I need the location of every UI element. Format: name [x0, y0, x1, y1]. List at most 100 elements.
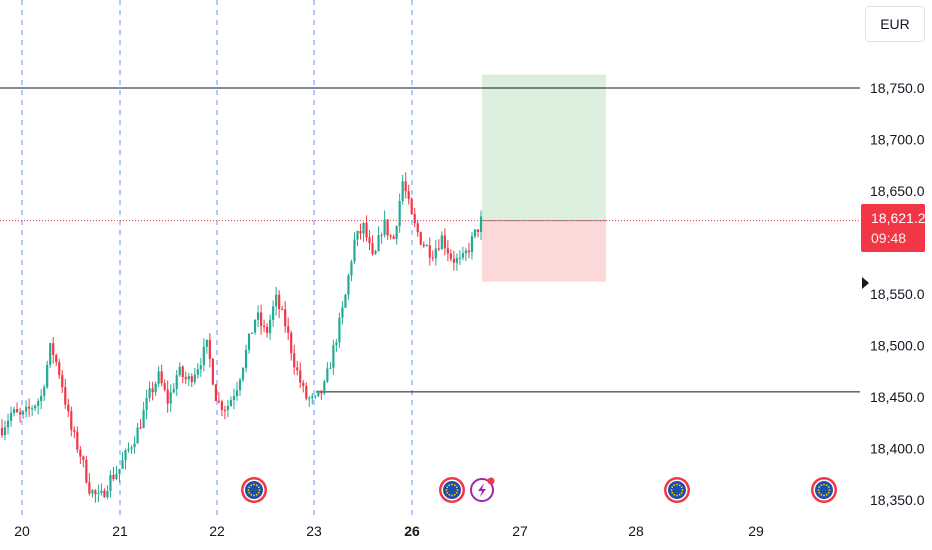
candle — [25, 400, 28, 418]
candle-body — [145, 397, 148, 411]
candle-body — [124, 450, 127, 461]
candle — [193, 367, 196, 385]
candle-body — [103, 490, 106, 498]
candle — [55, 353, 58, 366]
currency-selector[interactable]: EUR — [865, 6, 925, 42]
candle-body — [97, 493, 100, 495]
candle-body — [58, 362, 61, 376]
eu-flag-icon[interactable] — [241, 477, 267, 503]
candle-body — [410, 198, 413, 214]
candle — [262, 319, 266, 333]
candle-body — [368, 237, 371, 244]
eu-flag-star — [448, 484, 451, 487]
candle-body — [326, 368, 329, 382]
candle-body — [28, 406, 31, 409]
candle — [247, 333, 251, 354]
candle-body — [431, 257, 434, 259]
candle-body — [160, 371, 163, 384]
candle-body — [446, 248, 449, 254]
candle — [344, 293, 347, 308]
candle — [413, 207, 416, 228]
candle-body — [389, 235, 392, 237]
candle-body — [163, 383, 166, 390]
candle-body — [205, 339, 208, 347]
x-tick-label: 23 — [306, 523, 322, 539]
eu-flag-star — [446, 491, 449, 494]
candle-body — [473, 229, 477, 237]
candle — [181, 365, 184, 384]
candle — [419, 231, 422, 246]
eu-flag-star — [817, 489, 820, 491]
candle-body — [392, 236, 395, 239]
candle — [0, 419, 4, 438]
candle-body — [416, 223, 419, 233]
candle — [299, 362, 302, 388]
x-tick-label: 27 — [512, 523, 528, 539]
eu-flag-icon[interactable] — [664, 477, 690, 503]
lightning-icon[interactable] — [470, 477, 495, 502]
candles — [0, 172, 483, 503]
eu-flag-star — [451, 494, 453, 497]
candle — [73, 426, 76, 439]
candle-body — [338, 317, 341, 343]
y-tick-label: 18,750.0 — [870, 80, 925, 96]
candle — [401, 174, 404, 205]
eu-flag-star — [818, 491, 821, 494]
candle-body — [220, 401, 224, 410]
candle — [284, 301, 287, 333]
candle-body — [181, 366, 184, 378]
candle — [311, 393, 314, 405]
eu-flag-star — [248, 491, 251, 494]
eu-flag-star — [823, 483, 825, 486]
eu-flag-icon[interactable] — [811, 477, 837, 503]
candle-body — [332, 345, 335, 368]
candle-body — [142, 410, 145, 429]
candle — [151, 381, 154, 401]
candle-body — [0, 427, 4, 436]
candle — [250, 332, 254, 334]
eu-flag-star — [451, 483, 453, 486]
candle — [46, 360, 49, 389]
candle — [103, 488, 106, 498]
candle-body — [18, 412, 22, 415]
candle — [353, 232, 356, 264]
candle-body — [73, 429, 76, 432]
candle-body — [37, 401, 40, 406]
eu-flag-star — [456, 489, 459, 491]
candle-body — [244, 349, 248, 368]
candle-body — [317, 390, 320, 396]
candle — [79, 445, 82, 464]
candle — [139, 419, 142, 430]
candle-body — [229, 400, 233, 407]
candle-body — [452, 258, 455, 263]
candle — [124, 448, 127, 470]
y-tick-label: 18,350.0 — [870, 492, 925, 508]
candle — [425, 243, 428, 247]
scale-arrow-icon[interactable] — [862, 277, 869, 289]
candle — [368, 230, 371, 251]
eu-flag-star — [250, 493, 253, 496]
candle-body — [425, 245, 428, 247]
candle — [172, 383, 175, 394]
candle-body — [85, 459, 88, 483]
candle — [67, 398, 70, 418]
candle-body — [247, 333, 251, 350]
candle — [338, 312, 341, 348]
eu-flag-star — [257, 486, 260, 489]
candle-body — [208, 339, 211, 360]
candle — [446, 240, 449, 262]
candle — [21, 410, 25, 419]
eu-flag-star — [255, 484, 258, 487]
loss-zone — [482, 220, 606, 282]
candle-body — [64, 387, 67, 405]
candle-body — [269, 319, 272, 334]
candle-body — [383, 219, 386, 235]
candle — [434, 239, 437, 266]
candle — [392, 234, 395, 240]
candle — [88, 473, 91, 496]
candle-body — [253, 319, 257, 333]
eu-flag-icon[interactable] — [439, 477, 465, 503]
candle — [371, 235, 374, 256]
lightning-bolt — [478, 483, 486, 497]
